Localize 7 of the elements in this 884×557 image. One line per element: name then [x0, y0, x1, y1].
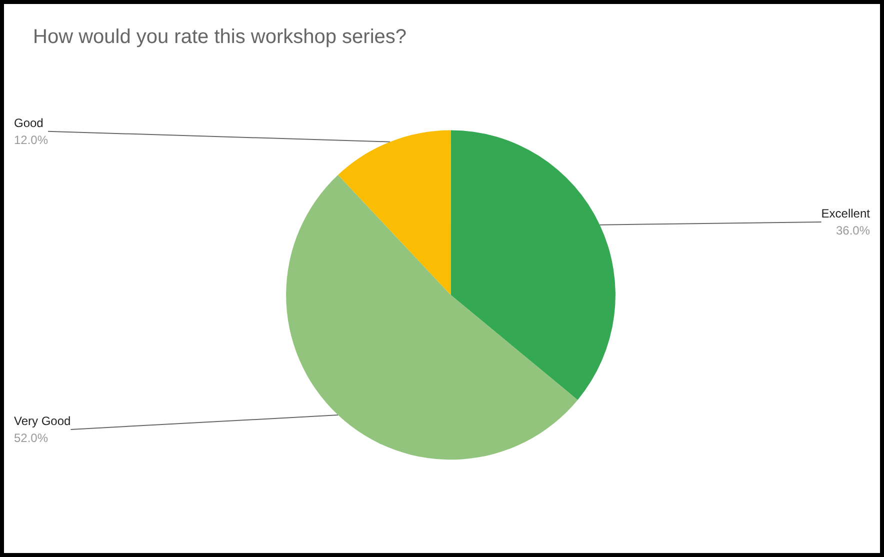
data-label: 12.0%	[14, 132, 48, 147]
data-label: 52.0%	[14, 430, 48, 445]
slice-label: Good	[14, 116, 44, 130]
slice-label: Very Good	[14, 414, 71, 428]
chart-title: How would you rate this workshop series?	[33, 26, 407, 48]
data-label: 36.0%	[836, 223, 870, 238]
slice-label: Excellent	[821, 206, 871, 220]
